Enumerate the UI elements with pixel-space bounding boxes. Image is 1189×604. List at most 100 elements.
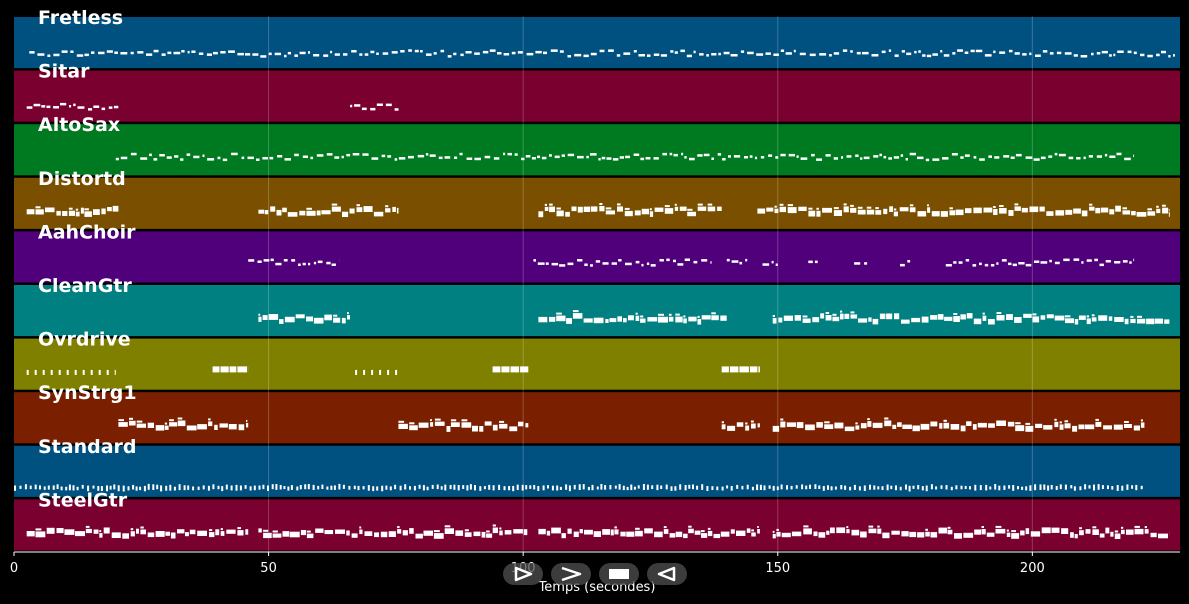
note xyxy=(996,262,999,265)
note xyxy=(836,527,846,534)
note xyxy=(231,152,238,156)
note xyxy=(1025,422,1031,425)
rewind-button[interactable] xyxy=(647,563,687,585)
note xyxy=(430,419,432,422)
note xyxy=(602,529,611,535)
note xyxy=(91,51,95,54)
note xyxy=(1098,315,1108,321)
note xyxy=(1017,486,1019,490)
note xyxy=(1137,315,1142,318)
note xyxy=(1089,203,1093,206)
note xyxy=(624,210,633,217)
note xyxy=(772,315,775,317)
note xyxy=(74,369,77,375)
note xyxy=(130,528,134,531)
note xyxy=(237,527,241,530)
note xyxy=(818,532,826,538)
note xyxy=(939,423,943,429)
note xyxy=(556,210,564,217)
note xyxy=(62,211,68,216)
note xyxy=(306,210,316,216)
note xyxy=(1030,531,1041,537)
note xyxy=(833,207,839,210)
note xyxy=(834,422,844,429)
note xyxy=(850,204,854,207)
note xyxy=(484,155,491,159)
note xyxy=(267,485,269,491)
note xyxy=(434,418,441,421)
note xyxy=(800,157,808,160)
note xyxy=(24,484,27,490)
note xyxy=(907,260,911,263)
note xyxy=(321,484,324,489)
note xyxy=(69,105,72,108)
note xyxy=(68,210,75,216)
note xyxy=(1114,261,1121,264)
track-fretless xyxy=(14,17,1180,69)
note xyxy=(583,54,589,58)
note xyxy=(364,531,373,536)
note xyxy=(805,424,815,431)
note xyxy=(716,486,719,491)
note xyxy=(191,50,196,53)
note xyxy=(47,485,50,490)
note xyxy=(730,529,735,534)
note xyxy=(1003,485,1006,490)
note xyxy=(347,315,350,320)
note xyxy=(1140,422,1145,428)
note xyxy=(590,264,593,267)
note xyxy=(389,486,392,491)
note xyxy=(461,419,468,422)
note xyxy=(670,486,673,491)
track-label: Ovrdrive xyxy=(38,329,131,351)
note xyxy=(1068,156,1074,160)
note xyxy=(34,369,37,375)
note xyxy=(654,531,663,538)
note xyxy=(745,422,748,425)
note xyxy=(566,318,572,324)
note xyxy=(159,154,165,157)
note xyxy=(130,531,135,537)
note xyxy=(751,532,756,537)
note xyxy=(247,156,254,160)
note xyxy=(370,107,376,111)
note xyxy=(52,485,55,490)
note xyxy=(161,53,166,56)
note xyxy=(1107,485,1109,490)
note xyxy=(450,419,457,422)
note xyxy=(617,316,622,322)
note xyxy=(453,484,456,490)
note xyxy=(65,486,68,491)
note xyxy=(760,156,765,159)
note xyxy=(886,484,889,491)
note xyxy=(382,52,389,55)
note xyxy=(879,153,882,157)
note xyxy=(542,485,545,491)
note xyxy=(1116,152,1122,156)
note xyxy=(1051,527,1060,533)
note xyxy=(609,485,612,490)
note xyxy=(867,421,872,427)
note xyxy=(957,49,963,52)
note xyxy=(658,316,668,323)
note xyxy=(893,211,898,217)
note xyxy=(1133,425,1140,431)
note xyxy=(1041,527,1051,534)
note xyxy=(950,486,953,491)
track-label: CleanGtr xyxy=(38,275,132,297)
stop-button[interactable] xyxy=(599,563,639,585)
note xyxy=(656,484,659,491)
note xyxy=(868,525,874,528)
note xyxy=(925,531,930,537)
note xyxy=(917,532,925,538)
note xyxy=(664,208,674,214)
note xyxy=(1050,485,1053,490)
note xyxy=(1070,485,1073,489)
note xyxy=(1095,207,1101,214)
play-button[interactable] xyxy=(503,563,543,585)
note xyxy=(574,53,582,57)
note xyxy=(751,420,754,423)
note xyxy=(483,486,486,490)
fast-forward-button[interactable] xyxy=(551,563,591,585)
note xyxy=(796,422,804,429)
